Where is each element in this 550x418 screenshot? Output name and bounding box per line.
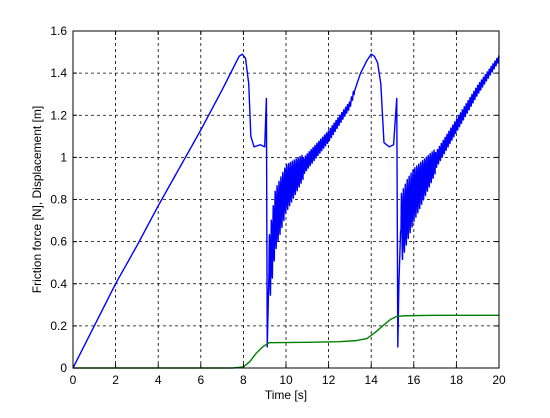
x-axis-label: Time [s] — [265, 388, 307, 402]
ticks: 0 2 4 6 8 10 12 14 16 18 20 0 0.2 0.4 0.6 0.8 1 1.2 1.4 1.6 — [50, 24, 506, 387]
x-tick-label: 0 — [70, 373, 77, 387]
x-tick-label: 4 — [155, 373, 162, 387]
x-tick-label: 18 — [450, 373, 464, 387]
x-tick-label: 12 — [322, 373, 336, 387]
series-layer — [72, 53, 500, 369]
y-tick-label: 1.6 — [50, 24, 67, 38]
x-tick-label: 16 — [407, 373, 421, 387]
x-tick-label: 8 — [240, 373, 247, 387]
y-tick-label: 0 — [60, 361, 67, 375]
y-tick-label: 0.4 — [50, 277, 67, 291]
y-tick-label: 0.8 — [50, 193, 67, 207]
y-axis-label: Friction force [N], Displacement [m] — [30, 106, 44, 293]
x-tick-label: 20 — [492, 373, 506, 387]
y-tick-label: 1.2 — [50, 108, 67, 122]
y-tick-label: 1.4 — [50, 66, 67, 80]
series-line-1 — [72, 53, 500, 369]
x-tick-label: 6 — [197, 373, 204, 387]
x-tick-label: 14 — [365, 373, 379, 387]
x-tick-label: 2 — [112, 373, 119, 387]
x-tick-label: 10 — [279, 373, 293, 387]
series-line-2 — [73, 314, 499, 369]
y-tick-label: 0.2 — [50, 319, 67, 333]
y-tick-label: 1 — [60, 150, 67, 164]
y-tick-label: 0.6 — [50, 235, 67, 249]
